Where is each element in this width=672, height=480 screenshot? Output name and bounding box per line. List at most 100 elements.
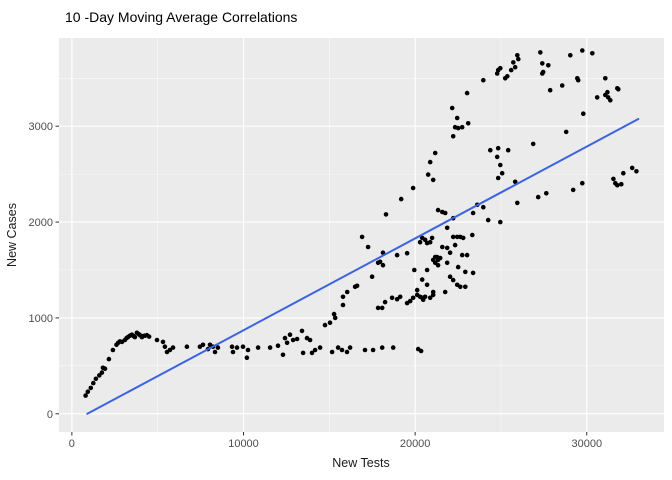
axis-tick-labels: 0 10000 20000 30000 0 1000 2000 3000 [29,121,603,450]
data-point [430,292,436,298]
data-point [568,53,573,58]
data-point [444,225,450,231]
data-point [379,345,385,350]
data-point [615,182,620,188]
data-point [444,260,450,266]
data-point [327,320,333,326]
data-point [394,252,400,258]
data-point [347,345,353,350]
data-point [435,262,441,268]
data-point [447,274,453,280]
data-point [463,269,468,275]
data-point [287,332,293,338]
data-point [418,348,424,354]
data-point [382,299,388,305]
data-point [485,217,491,223]
data-point [540,61,545,66]
data-point [380,262,386,268]
data-point [540,69,546,75]
data-point [154,337,160,343]
data-point [594,95,600,100]
data-point [464,252,470,258]
data-point [162,344,168,350]
data-point [455,125,461,131]
data-point [619,181,624,187]
data-point [294,336,300,342]
data-point [447,250,453,255]
data-point [307,337,313,343]
data-point [605,89,610,95]
axis-ticks [55,125,588,436]
data-point [511,60,516,65]
data-point [420,297,426,303]
data-point [93,376,99,382]
data-point [450,277,456,283]
data-point [230,349,236,355]
data-point [244,355,250,361]
y-tick-label: 2000 [29,217,53,229]
data-point [516,56,521,62]
data-point [229,344,235,350]
data-point [499,170,505,176]
data-point [481,204,486,210]
y-axis-title: New Cases [5,203,19,267]
data-point [498,219,503,225]
data-point [410,185,416,191]
data-point [275,343,281,349]
data-point [417,294,423,300]
data-point [284,340,290,346]
data-point [365,244,371,250]
data-point [424,267,430,273]
data-point [212,349,218,355]
y-tick-label: 1000 [29,313,53,325]
data-point [170,345,176,350]
data-point [590,51,595,56]
data-point [449,105,455,111]
data-point [383,212,389,217]
data-point [470,232,475,238]
data-point [215,345,221,350]
data-point [470,210,476,216]
data-point [432,150,438,156]
data-point [495,145,501,151]
data-point [498,162,503,168]
data-point [450,134,456,139]
data-point [512,64,518,70]
data-point [184,344,190,350]
data-point [99,370,105,375]
data-point [83,393,88,398]
data-point [110,347,116,353]
data-point [452,242,458,248]
x-tick-label: 20000 [400,438,431,450]
data-point [463,284,468,290]
data-point [282,335,288,341]
data-point [425,172,431,177]
data-point [547,87,553,93]
data-point [454,115,460,121]
data-point [515,200,520,206]
data-point [102,366,108,372]
data-point [512,179,518,185]
data-point [442,210,448,216]
data-point [505,74,510,79]
data-point [495,175,501,181]
x-tick-label: 0 [69,438,75,450]
data-point [450,234,456,240]
data-point [481,77,486,83]
data-point [312,347,318,353]
data-point [267,345,273,350]
data-point [465,121,471,126]
data-point [91,380,96,386]
data-point [570,187,576,193]
data-point [106,356,112,362]
data-point [404,250,410,256]
data-point [339,347,345,353]
data-point [464,90,470,96]
data-point [629,165,635,171]
data-point [359,234,365,240]
data-point [132,334,138,340]
chart-title: 10 -Day Moving Average Correlations [65,9,297,25]
data-point [309,350,315,356]
